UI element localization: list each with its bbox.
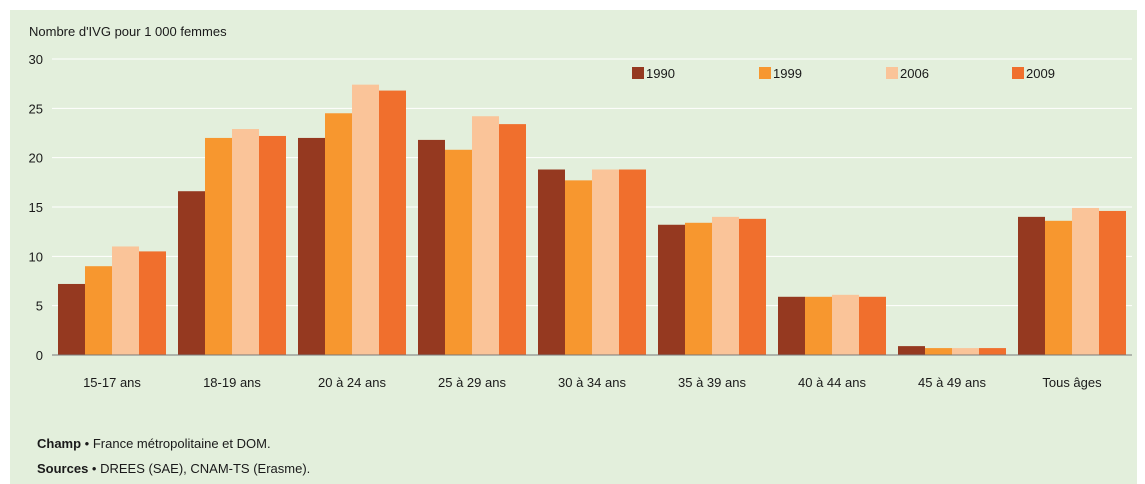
bar-2009-8 <box>1099 210 1126 355</box>
bar-1999-4 <box>565 180 592 355</box>
x-category-label: 30 à 34 ans <box>558 375 626 390</box>
bar-1990-0 <box>58 283 85 355</box>
y-axis-ticks: 0 5 10 15 20 25 30 <box>29 52 43 363</box>
legend-swatch-2006 <box>886 67 898 79</box>
bar-1999-8 <box>1045 220 1072 355</box>
bar-1999-3 <box>445 149 472 355</box>
bar-2006-7 <box>952 348 979 355</box>
y-tick-label: 25 <box>29 101 43 116</box>
bar-2009-1 <box>259 135 286 355</box>
chart-notes: Champ • France métropolitaine et DOM. So… <box>37 431 310 481</box>
bar-2009-3 <box>499 124 526 356</box>
x-category-label: 40 à 44 ans <box>798 375 866 390</box>
y-axis-title: Nombre d'IVG pour 1 000 femmes <box>29 24 227 39</box>
bar-1999-6 <box>805 296 832 355</box>
y-tick-label: 30 <box>29 52 43 67</box>
bar-1990-7 <box>898 346 925 355</box>
x-category-label: 35 à 39 ans <box>678 375 746 390</box>
legend-swatch-2009 <box>1012 67 1024 79</box>
bar-1990-6 <box>778 296 805 355</box>
bar-1999-0 <box>85 266 112 355</box>
bar-2006-5 <box>712 216 739 355</box>
chart-panel: Nombre d'IVG pour 1 000 femmes 0 5 10 15 20 2… <box>10 10 1137 484</box>
bar-2009-7 <box>979 348 1006 355</box>
y-tick-label: 10 <box>29 249 43 264</box>
legend-label-1990: 1990 <box>646 66 675 81</box>
x-category-label: 15-17 ans <box>83 375 141 390</box>
x-category-label: Tous âges <box>1042 375 1102 390</box>
bar-1990-2 <box>298 137 325 355</box>
x-axis-categories: 15-17 ans 18-19 ans 20 à 24 ans 25 à 29 ans… <box>83 375 1102 390</box>
y-tick-label: 15 <box>29 200 43 215</box>
bar-2006-0 <box>112 246 139 355</box>
x-category-label: 45 à 49 ans <box>918 375 986 390</box>
x-category-label: 18-19 ans <box>203 375 261 390</box>
x-category-label: 20 à 24 ans <box>318 375 386 390</box>
bar-2006-3 <box>472 116 499 355</box>
bar-2006-6 <box>832 294 859 355</box>
bar-chart: Nombre d'IVG pour 1 000 femmes 0 5 10 15 20 2… <box>29 24 1132 390</box>
bar-2009-4 <box>619 169 646 355</box>
bar-2009-2 <box>379 90 406 355</box>
y-tick-label: 5 <box>36 299 43 314</box>
bar-2006-1 <box>232 129 259 355</box>
bars <box>58 84 1126 356</box>
bar-1999-7 <box>925 348 952 355</box>
legend-label-1999: 1999 <box>773 66 802 81</box>
bar-2009-5 <box>739 218 766 355</box>
bar-1990-1 <box>178 191 205 355</box>
x-category-label: 25 à 29 ans <box>438 375 506 390</box>
bar-1990-8 <box>1018 216 1045 355</box>
legend-label-2006: 2006 <box>900 66 929 81</box>
bar-1999-1 <box>205 137 232 355</box>
legend-swatch-1999 <box>759 67 771 79</box>
champ-note: Champ • France métropolitaine et DOM. <box>37 431 310 456</box>
bar-2009-0 <box>139 251 166 355</box>
bar-2006-4 <box>592 169 619 355</box>
sources-text: • DREES (SAE), CNAM-TS (Erasme). <box>88 461 311 476</box>
champ-label: Champ <box>37 436 82 451</box>
bar-2006-8 <box>1072 207 1099 355</box>
bar-1999-2 <box>325 113 352 356</box>
bar-2006-2 <box>352 84 379 356</box>
champ-text: • France métropolitaine et DOM. <box>81 436 271 451</box>
sources-label: Sources <box>37 461 89 476</box>
bar-2009-6 <box>859 296 886 355</box>
legend-label-2009: 2009 <box>1026 66 1055 81</box>
bar-1990-5 <box>658 224 685 355</box>
bar-1990-4 <box>538 169 565 355</box>
sources-note: Sources • DREES (SAE), CNAM-TS (Erasme). <box>37 456 310 481</box>
bar-1990-3 <box>418 139 445 355</box>
bar-1999-5 <box>685 222 712 355</box>
legend: 1990 1999 2006 2009 <box>632 66 1055 81</box>
legend-swatch-1990 <box>632 67 644 79</box>
y-tick-label: 20 <box>29 151 43 166</box>
y-tick-label: 0 <box>36 348 43 363</box>
